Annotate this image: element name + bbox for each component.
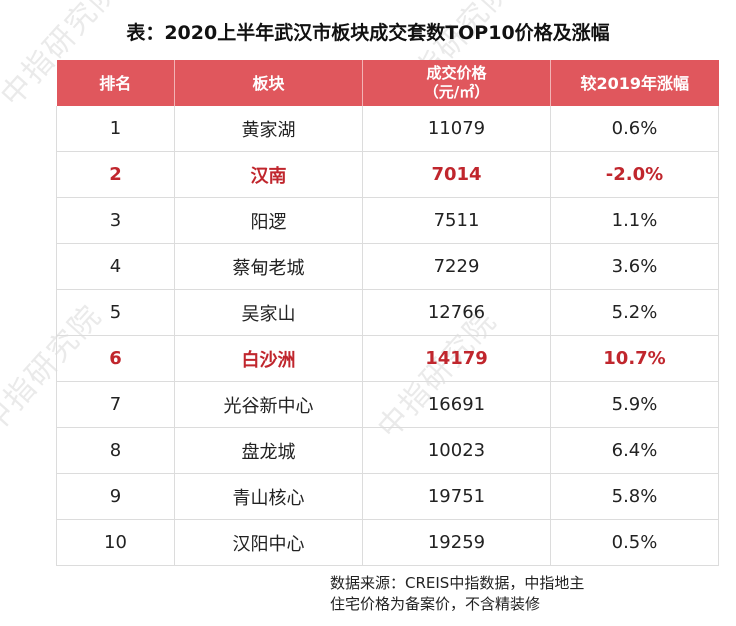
table-row: 5 吴家山 12766 5.2% (56, 289, 719, 336)
cell-rank: 3 (56, 197, 175, 244)
cell-change: 3.6% (550, 243, 719, 290)
table-row: 7 光谷新中心 16691 5.9% (56, 381, 719, 428)
cell-change: 6.4% (550, 427, 719, 474)
source-note: 数据来源：CREIS中指数据，中指地主 住宅价格为备案价，不含精装修 (330, 573, 650, 615)
cell-district: 吴家山 (174, 289, 363, 336)
cell-price: 16691 (362, 381, 551, 428)
table-row: 9 青山核心 19751 5.8% (56, 473, 719, 520)
table-row: 4 蔡甸老城 7229 3.6% (56, 243, 719, 290)
cell-change: 0.6% (550, 106, 719, 152)
cell-price: 7229 (362, 243, 551, 290)
table-row-highlighted: 6 白沙洲 14179 10.7% (56, 335, 719, 382)
header-price-label: 成交价格 (426, 64, 487, 82)
table-row-highlighted: 2 汉南 7014 -2.0% (56, 151, 719, 198)
table-title: 表：2020上半年武汉市板块成交套数TOP10价格及涨幅 (126, 22, 610, 44)
header-change: 较2019年涨幅 (550, 60, 719, 106)
cell-price: 14179 (362, 335, 551, 382)
cell-district: 黄家湖 (174, 106, 363, 152)
cell-district: 汉南 (174, 151, 363, 198)
cell-district: 阳逻 (174, 197, 363, 244)
table-row: 1 黄家湖 11079 0.6% (56, 106, 719, 152)
cell-change: 1.1% (550, 197, 719, 244)
table-header-row: 排名 板块 成交价格 （元/㎡） 较2019年涨幅 (56, 60, 719, 106)
header-price-unit: （元/㎡） (423, 83, 490, 101)
table-row: 3 阳逻 7511 1.1% (56, 197, 719, 244)
cell-change: 10.7% (550, 335, 719, 382)
cell-change: 5.8% (550, 473, 719, 520)
header-rank: 排名 (56, 60, 175, 106)
cell-change: 5.2% (550, 289, 719, 336)
cell-price: 11079 (362, 106, 551, 152)
cell-district: 盘龙城 (174, 427, 363, 474)
cell-rank: 4 (56, 243, 175, 290)
header-district: 板块 (174, 60, 363, 106)
cell-change: 0.5% (550, 519, 719, 566)
cell-rank: 1 (56, 106, 175, 152)
cell-rank: 7 (56, 381, 175, 428)
cell-price: 12766 (362, 289, 551, 336)
price-table: 排名 板块 成交价格 （元/㎡） 较2019年涨幅 1 黄家湖 11079 0.… (56, 60, 719, 566)
source-note-line: 住宅价格为备案价，不含精装修 (330, 595, 541, 613)
cell-district: 蔡甸老城 (174, 243, 363, 290)
cell-rank: 5 (56, 289, 175, 336)
table-row: 10 汉阳中心 19259 0.5% (56, 519, 719, 566)
cell-price: 7511 (362, 197, 551, 244)
cell-price: 19751 (362, 473, 551, 520)
cell-rank: 10 (56, 519, 175, 566)
cell-price: 7014 (362, 151, 551, 198)
cell-change: 5.9% (550, 381, 719, 428)
cell-district: 汉阳中心 (174, 519, 363, 566)
cell-district: 光谷新中心 (174, 381, 363, 428)
cell-rank: 8 (56, 427, 175, 474)
cell-change: -2.0% (550, 151, 719, 198)
header-price: 成交价格 （元/㎡） (362, 60, 551, 106)
cell-price: 19259 (362, 519, 551, 566)
cell-rank: 9 (56, 473, 175, 520)
cell-district: 白沙洲 (174, 335, 363, 382)
cell-rank: 6 (56, 335, 175, 382)
cell-price: 10023 (362, 427, 551, 474)
source-note-line: 数据来源：CREIS中指数据，中指地主 (330, 574, 585, 592)
cell-district: 青山核心 (174, 473, 363, 520)
table-row: 8 盘龙城 10023 6.4% (56, 427, 719, 474)
cell-rank: 2 (56, 151, 175, 198)
